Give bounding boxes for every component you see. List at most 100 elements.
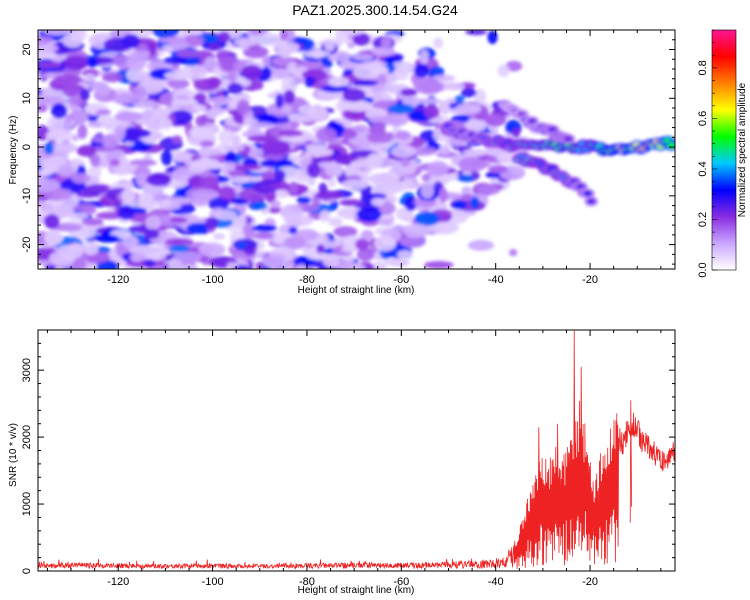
colorbar-frame [711,29,737,271]
spectrogram-cell [451,200,467,210]
spectrogram-cell [114,111,144,122]
spectrogram-cell [109,158,121,167]
colorbar: 0.0 0.2 0.4 0.6 0.8 Normalized spectral ampl… [697,29,748,278]
spectrogram-cell [205,97,227,104]
x-tick-label: -60 [393,576,409,588]
colorbar-tick-label: 0.8 [697,60,709,75]
spectrogram-cell [77,123,88,140]
spectrogram-cell [47,142,78,154]
spectrogram-cell [412,77,440,93]
spectrogram-cell [283,236,306,249]
spectrogram-ridges [441,99,675,207]
spectrogram-cell [62,85,81,97]
spectrogram-cell [135,172,150,187]
x-tick-label: -80 [299,274,315,286]
spectrogram-cell [97,114,114,124]
spectrogram-cell [333,226,358,238]
spectrogram-cell [376,218,393,226]
spectrogram-cell [199,175,220,189]
spectrogram-cell [247,135,278,143]
colorbar-tick-label: 0.2 [697,212,709,227]
spectrogram-cell [101,72,123,83]
spectrogram-cell [188,126,216,139]
spectrogram-cell [146,173,172,187]
spectrogram-cell [505,60,523,72]
spectrogram-cell [113,125,126,141]
spectrogram-cell [38,43,59,53]
spectrogram-cell [296,196,312,205]
spectrogram-cell [38,61,63,69]
spectrogram-cell [470,196,480,210]
colorbar-label: Normalized spectral amplitude [737,82,748,217]
y-tick-label: 0 [21,568,33,574]
spectrogram-cell [319,210,331,223]
spectrogram-cell [374,235,397,252]
spectrogram-cell [583,190,593,197]
spectrogram-cell [460,87,477,98]
spectrogram-cell [497,64,510,78]
spectrogram-cell [170,98,198,106]
spectrogram-cell [387,103,415,115]
spectrogram-cell [366,131,394,144]
spectrogram-cell [372,174,401,182]
spectrogram-cell [241,64,263,81]
spectrogram-cell [49,250,76,266]
spectrogram-cell [351,54,374,61]
spectrogram-cell [57,164,75,178]
spectrogram-cell [213,209,238,221]
spectrogram-cell [423,261,454,269]
spectrogram-cell [62,33,83,48]
spectrogram-cell [275,93,284,109]
spectrogram-cell [96,109,112,116]
spectrogram-cell [90,153,101,168]
spectrogram-cell [233,37,258,47]
spectrogram-cell [382,180,409,193]
spectrogram-cell [168,150,192,162]
spectrogram-cell [164,238,194,246]
spectrogram-cell [207,196,230,211]
spectrogram-cell [191,104,207,112]
spectrogram-cell [270,200,281,209]
spectrogram-cell [360,229,374,241]
spectrogram-cell [488,164,508,174]
colorbar-ticks: 0.0 0.2 0.4 0.6 0.8 [697,29,737,278]
spectrogram-cell [457,157,487,172]
spectrogram-cell [133,85,147,101]
spectrogram-cell [83,73,96,83]
spectrogram-cell [218,129,235,145]
spectrogram-cell [151,30,180,39]
spectrogram-cell [396,207,414,221]
spectrogram-cell [63,55,89,71]
spectrogram-cell [527,118,537,125]
spectrogram-cell [171,135,183,144]
spectrogram-cell [154,194,171,201]
spectrogram-cell [173,251,203,263]
spectrogram-cell [342,88,366,102]
spectrogram-cell [250,30,266,36]
spectrogram-cell [147,115,165,131]
spectrogram-cell [260,159,279,168]
spectrogram-cell [454,95,465,103]
spectrogram-cell [152,107,171,119]
spectrogram-frame [37,29,676,270]
spectrogram-cell [82,184,108,195]
spectrogram-cell [339,199,363,207]
spectrogram-cell [341,244,358,253]
spectrogram-cell [281,105,292,113]
spectrogram-cell [400,88,417,97]
spectrogram-cell [167,78,190,90]
colorbar-tick-label: 0.0 [697,262,709,277]
spectrogram-cell [328,217,343,227]
spectrogram-cell [547,126,557,133]
spectrogram-cell [484,112,507,127]
spectrogram-cell [143,228,160,240]
spectrogram-cell [130,245,161,254]
spectrogram-cell [279,30,288,42]
spectrogram-cell [278,42,292,59]
x-tick-label: -40 [488,576,504,588]
y-tick-label: 10 [21,92,33,104]
spectrogram-cell [38,36,54,45]
spectrogram-cell [132,100,159,109]
spectrogram-noise [38,30,531,269]
